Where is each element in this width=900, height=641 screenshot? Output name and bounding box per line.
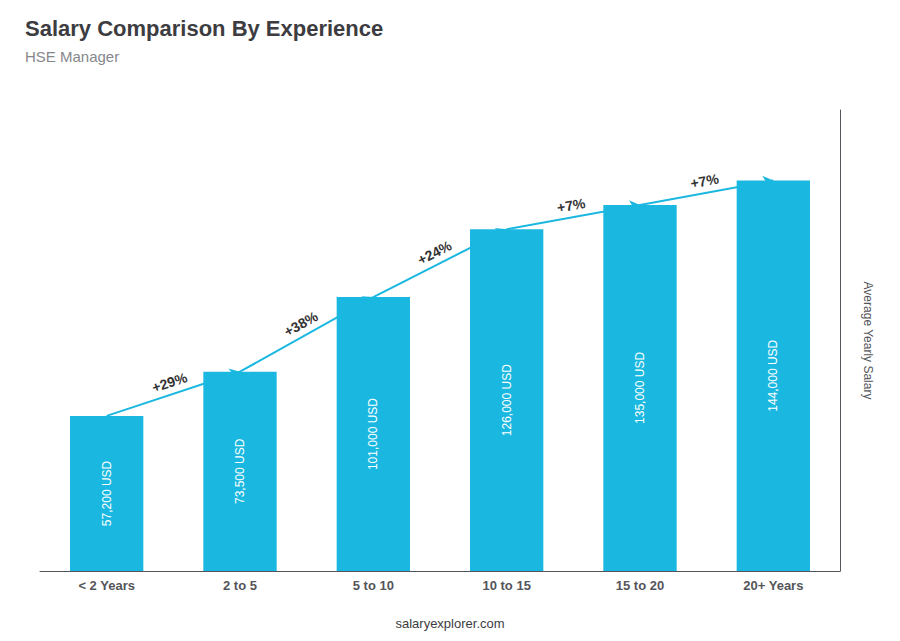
svg-text:10 to 15: 10 to 15: [482, 578, 530, 593]
svg-text:Salary Comparison By Experienc: Salary Comparison By Experience: [25, 16, 383, 41]
svg-text:73,500 USD: 73,500 USD: [233, 438, 247, 504]
svg-text:144,000 USD: 144,000 USD: [766, 339, 780, 411]
svg-text:< 2 Years: < 2 Years: [78, 578, 135, 593]
svg-text:+24%: +24%: [415, 237, 455, 268]
svg-text:+7%: +7%: [689, 170, 720, 191]
svg-text:HSE Manager: HSE Manager: [25, 48, 119, 65]
svg-text:Average Yearly Salary: Average Yearly Salary: [861, 282, 875, 400]
svg-text:20+ Years: 20+ Years: [743, 578, 803, 593]
svg-text:+38%: +38%: [281, 308, 321, 340]
svg-text:salaryexplorer.com: salaryexplorer.com: [395, 616, 504, 631]
svg-text:2 to 5: 2 to 5: [223, 578, 257, 593]
svg-text:57,200 USD: 57,200 USD: [100, 460, 114, 526]
svg-text:126,000 USD: 126,000 USD: [500, 364, 514, 436]
svg-text:+7%: +7%: [556, 195, 587, 216]
svg-text:5 to 10: 5 to 10: [353, 578, 394, 593]
svg-text:+29%: +29%: [150, 369, 190, 396]
svg-text:101,000 USD: 101,000 USD: [366, 398, 380, 470]
svg-text:135,000 USD: 135,000 USD: [633, 352, 647, 424]
svg-text:15 to 20: 15 to 20: [616, 578, 664, 593]
